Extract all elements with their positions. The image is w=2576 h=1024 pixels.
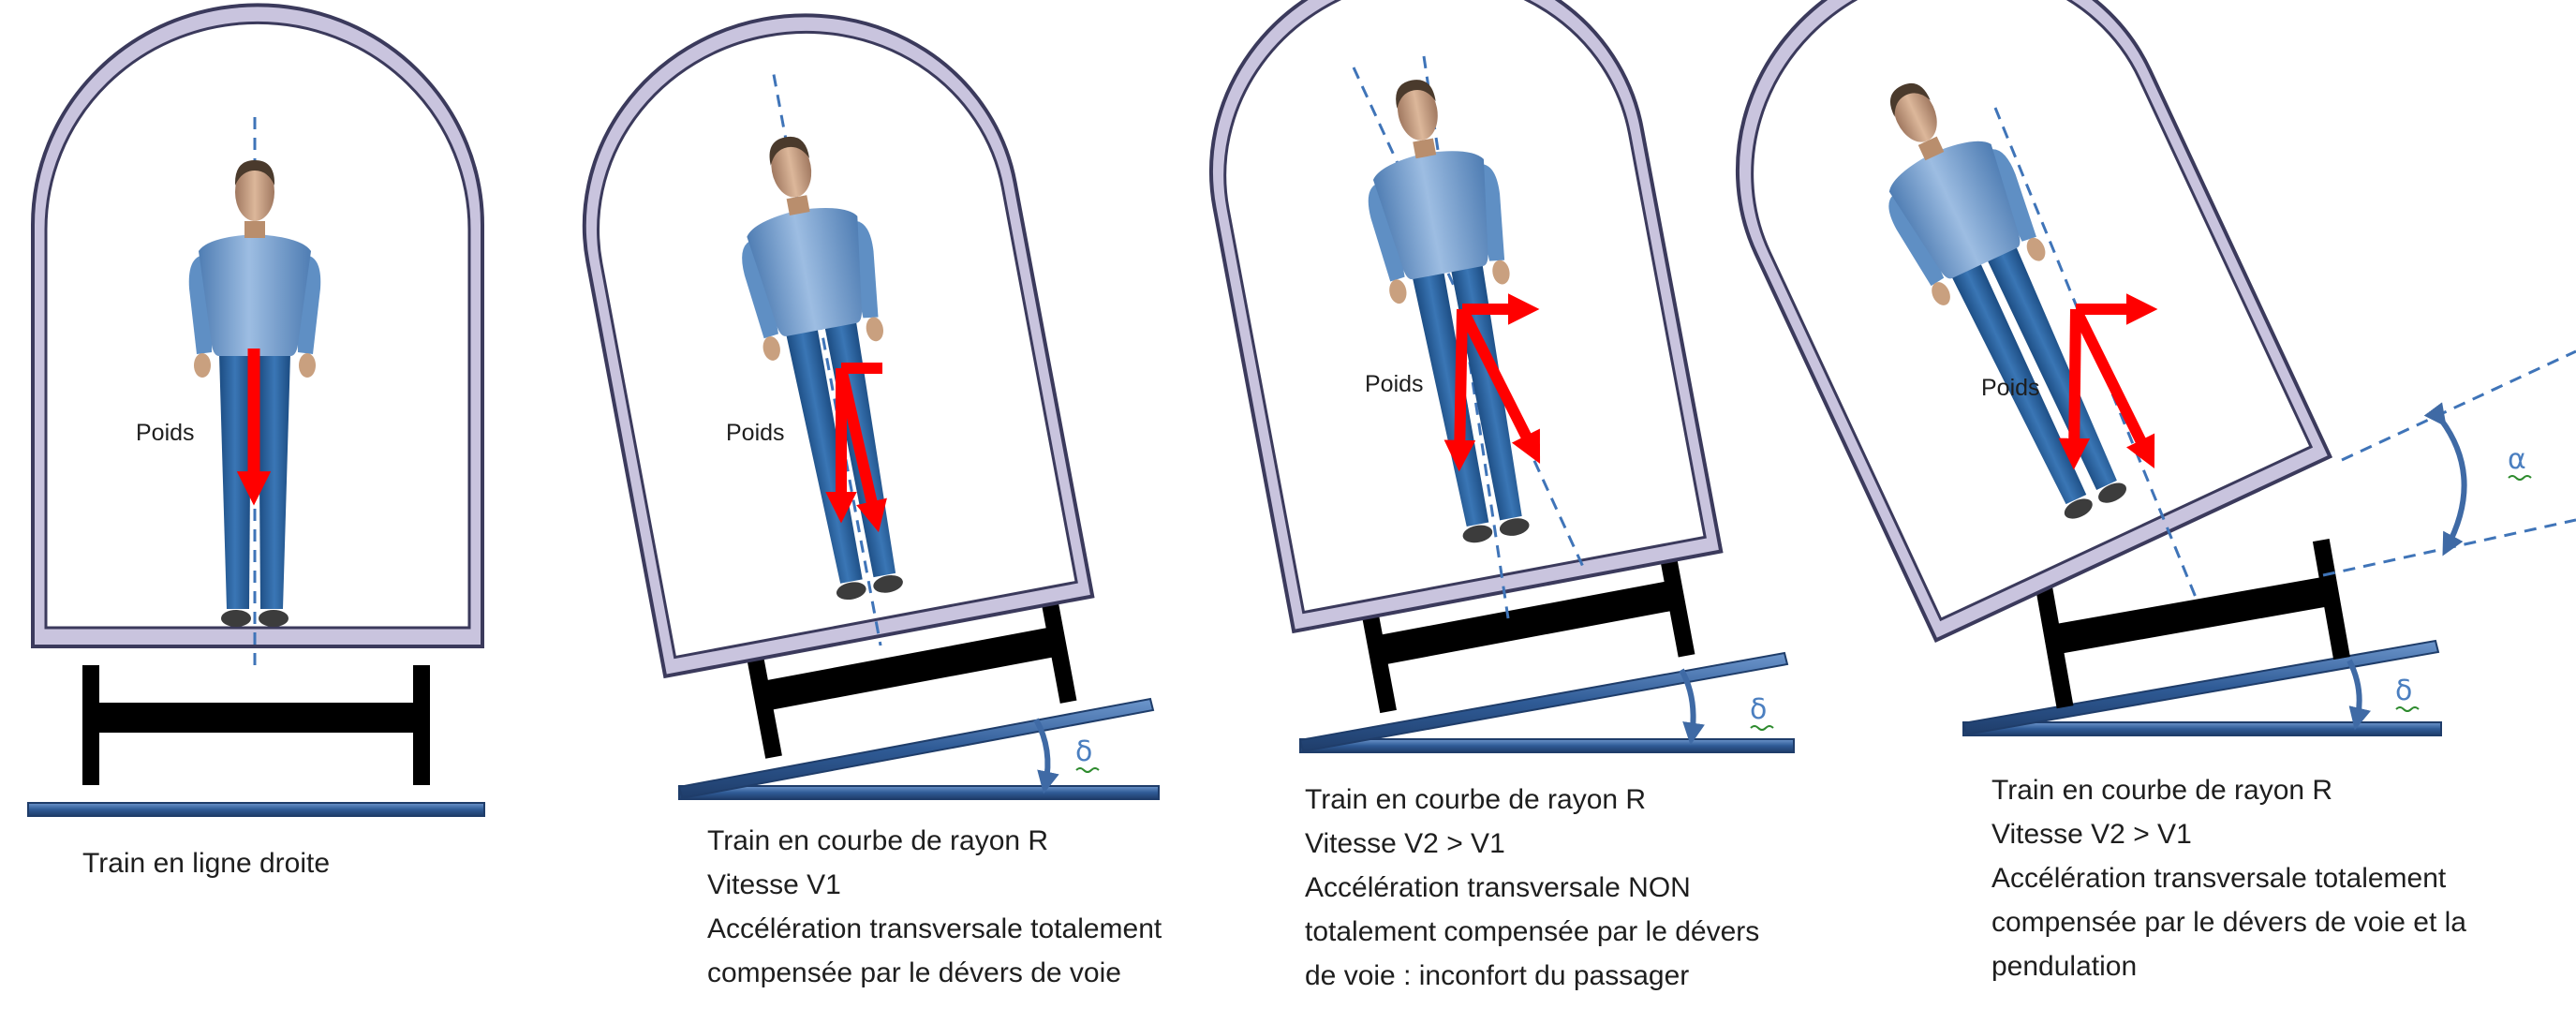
caption-curve-v2: Train en courbe de rayon R Vitesse V2 > … <box>1305 778 1759 998</box>
panel-tilting: Poids δ α <box>1735 0 2576 736</box>
caption-line: Accélération transversale totalement <box>707 913 1162 944</box>
squiggle-underline <box>1075 767 1100 773</box>
weight-label: Poids <box>136 420 195 446</box>
squiggle-underline <box>2395 706 2420 712</box>
force-arrows <box>825 363 887 533</box>
caption-line: pendulation <box>1991 951 2138 982</box>
car-reference-axis <box>2341 349 2576 462</box>
caption-tilting: Train en courbe de rayon R Vitesse V2 > … <box>1991 768 2466 988</box>
rail-icon <box>1298 651 1795 753</box>
caption-line: Train en ligne droite <box>82 848 331 879</box>
weight-label: Poids <box>726 420 785 446</box>
caption-straight: Train en ligne droite <box>82 841 330 885</box>
caption-line: Accélération transversale totalement <box>1991 863 2447 894</box>
caption-line: Vitesse V1 <box>707 869 841 900</box>
caption-line: Train en courbe de rayon R <box>707 825 1049 856</box>
weight-label: Poids <box>1365 371 1424 397</box>
vertical-axis <box>772 74 882 646</box>
angle-arc-icon <box>1033 718 1059 794</box>
force-arrows <box>2058 293 2158 470</box>
squiggle-underline <box>1750 725 1774 731</box>
panel-curve-v1: Poids δ <box>582 13 1160 800</box>
car-body <box>582 13 1095 679</box>
caption-line: compensée par le dévers de voie et la <box>1991 907 2466 938</box>
panel-straight: Poids <box>27 3 485 817</box>
angle-arc-icon <box>2347 659 2371 731</box>
tilt-angle-arc-icon <box>2423 402 2467 557</box>
caption-line: compensée par le dévers de voie <box>707 957 1121 988</box>
rail-icon <box>677 697 1160 800</box>
resultant-axis <box>1993 107 2198 601</box>
cant-angle-label: δ <box>1075 735 1092 768</box>
panel-curve-v2: Poids δ <box>1208 0 1795 753</box>
bogie-icon <box>2036 538 2350 709</box>
caption-curve-v1: Train en courbe de rayon R Vitesse V1 Ac… <box>707 819 1162 995</box>
cant-angle-label: δ <box>1750 693 1767 726</box>
caption-line: Accélération transversale NON <box>1305 872 1691 903</box>
rail-icon <box>27 802 485 817</box>
bogie-icon <box>82 665 430 785</box>
cant-angle-label: δ <box>2395 675 2412 707</box>
squiggle-underline <box>2508 475 2532 481</box>
caption-line: de voie : inconfort du passager <box>1305 960 1690 991</box>
angle-arc-icon <box>1679 668 1705 746</box>
rail-icon <box>1962 639 2442 736</box>
caption-line: Train en courbe de rayon R <box>1305 784 1647 815</box>
weight-label: Poids <box>1981 375 2040 401</box>
caption-line: Vitesse V2 > V1 <box>1305 828 1505 859</box>
caption-line: totalement compensée par le dévers <box>1305 916 1760 947</box>
force-arrows <box>1443 293 1541 472</box>
caption-line: Vitesse V2 > V1 <box>1991 819 2192 850</box>
caption-line: Train en courbe de rayon R <box>1991 775 2333 806</box>
tilt-angle-label: α <box>2508 443 2526 476</box>
